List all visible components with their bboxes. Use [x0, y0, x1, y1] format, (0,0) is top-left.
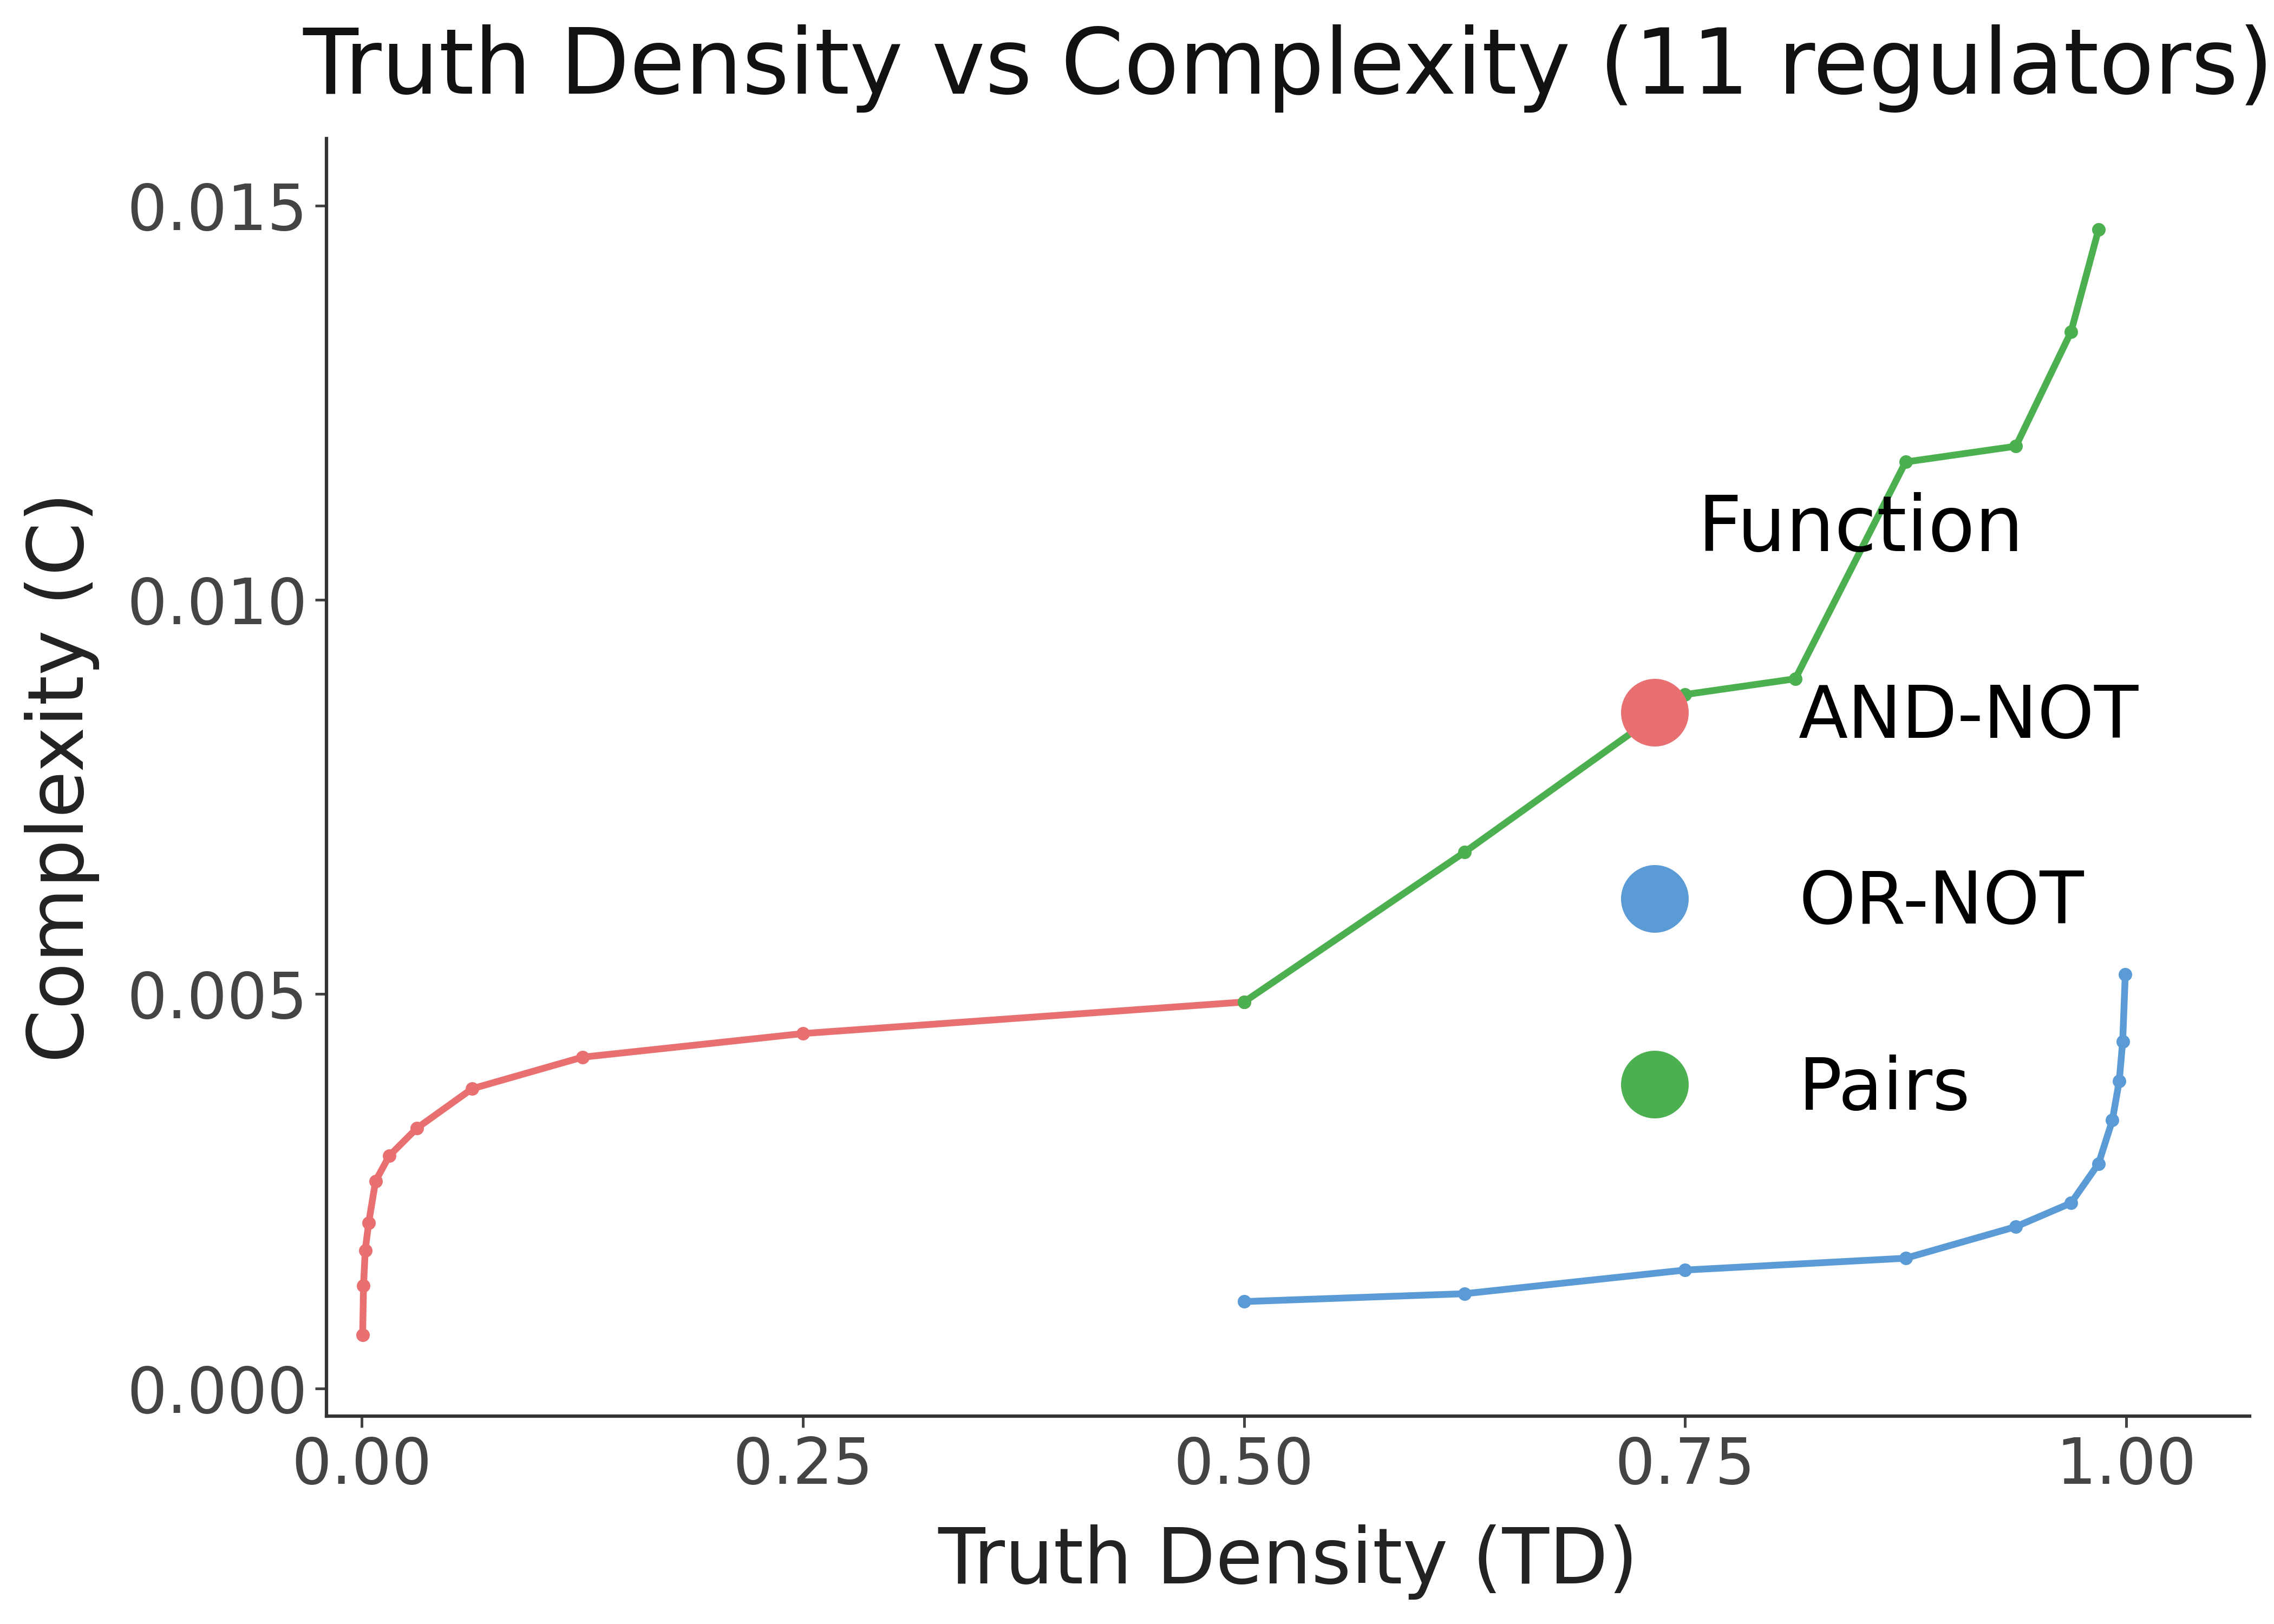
Point	[2053, 318, 2090, 344]
Point	[1667, 682, 1703, 708]
Point	[2094, 1108, 2131, 1134]
Point	[1446, 1281, 1483, 1307]
Point	[1997, 1213, 2033, 1239]
Title: Truth Density vs Complexity (11 regulators): Truth Density vs Complexity (11 regulato…	[302, 24, 2274, 112]
Point	[398, 1116, 434, 1142]
Point	[357, 1168, 393, 1194]
Point	[2108, 961, 2144, 987]
Point	[455, 1075, 491, 1101]
Point	[1887, 448, 1924, 474]
Point	[2103, 1028, 2140, 1054]
Point	[2081, 216, 2117, 242]
Point	[2101, 1069, 2138, 1095]
Point	[1226, 989, 1262, 1015]
Point	[1887, 1246, 1924, 1272]
Point	[346, 1273, 382, 1299]
Point	[371, 1143, 407, 1169]
Point	[1226, 989, 1262, 1015]
Point	[2053, 1190, 2090, 1216]
Point	[350, 1210, 387, 1236]
Point	[1226, 1288, 1262, 1314]
Point	[1667, 1257, 1703, 1283]
Point	[1776, 666, 1812, 692]
Point	[343, 1322, 380, 1348]
Legend: AND-NOT, OR-NOT, Pairs: AND-NOT, OR-NOT, Pairs	[1546, 456, 2174, 1161]
X-axis label: Truth Density (TD): Truth Density (TD)	[937, 1525, 1637, 1600]
Point	[1446, 840, 1483, 866]
Point	[348, 1237, 384, 1263]
Y-axis label: Complexity (C): Complexity (C)	[25, 492, 100, 1062]
Point	[564, 1044, 600, 1070]
Point	[1997, 434, 2033, 460]
Point	[2081, 1151, 2117, 1177]
Point	[785, 1020, 821, 1046]
